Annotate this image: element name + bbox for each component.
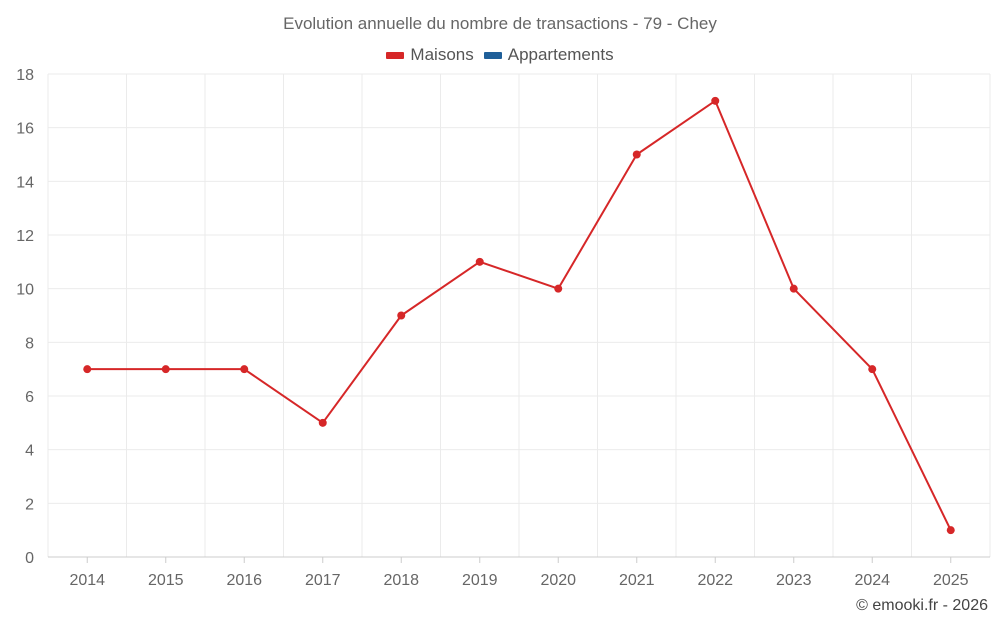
- x-tick-label: 2018: [383, 572, 419, 589]
- x-tick-label: 2014: [69, 572, 105, 589]
- legend-swatch-appartements: [483, 51, 502, 59]
- legend-swatch-maisons: [386, 51, 405, 59]
- legend-item-appartements[interactable]: Appartements: [483, 45, 614, 65]
- y-tick-label: 2: [25, 496, 34, 513]
- series-maisons: [83, 96, 955, 535]
- copyright-credit: © emooki.fr - 2026: [856, 597, 988, 614]
- chart-legend: Maisons Appartements: [0, 45, 1000, 65]
- y-tick-label: 12: [16, 228, 34, 245]
- x-tick-label: 2020: [540, 572, 576, 589]
- x-tick-label: 2019: [462, 572, 498, 589]
- legend-label-appartements: Appartements: [507, 45, 614, 64]
- y-tick-label: 0: [25, 550, 34, 567]
- chart-title: Evolution annuelle du nombre de transact…: [283, 14, 717, 33]
- data-point-maisons-2019[interactable]: [475, 257, 484, 266]
- data-point-maisons-2023[interactable]: [789, 284, 798, 293]
- data-point-maisons-2022[interactable]: [711, 96, 720, 105]
- legend-label-maisons: Maisons: [410, 45, 474, 64]
- x-tick-label: 2023: [776, 572, 812, 589]
- series-line-maisons: [87, 99, 952, 531]
- y-tick-label: 16: [16, 121, 34, 138]
- data-point-maisons-2024[interactable]: [868, 365, 877, 374]
- data-point-maisons-2021[interactable]: [632, 150, 641, 159]
- x-tick-label: 2022: [697, 572, 733, 589]
- x-tick-label: 2016: [226, 572, 262, 589]
- x-tick-label: 2017: [305, 572, 341, 589]
- data-point-maisons-2015[interactable]: [161, 365, 170, 374]
- legend-item-maisons[interactable]: Maisons: [386, 45, 474, 65]
- x-tick-label: 2015: [148, 572, 184, 589]
- grid-lines: [47, 73, 991, 557]
- data-point-maisons-2025[interactable]: [946, 526, 955, 535]
- axes: 0 2 4 6 8 10 12 14 16 18 2014 2015 2016 2017 2018 2019 2…: [16, 67, 990, 589]
- y-tick-label: 4: [25, 443, 34, 460]
- y-tick-label: 8: [25, 335, 34, 352]
- data-point-maisons-2014[interactable]: [83, 365, 92, 374]
- y-tick-label: 6: [25, 389, 34, 406]
- data-point-maisons-2018[interactable]: [397, 311, 406, 320]
- data-point-maisons-2017[interactable]: [318, 418, 327, 427]
- x-tick-label: 2024: [854, 572, 890, 589]
- data-point-maisons-2020[interactable]: [554, 284, 563, 293]
- x-tick-label: 2025: [933, 572, 969, 589]
- y-tick-label: 18: [16, 67, 34, 84]
- data-point-maisons-2016[interactable]: [240, 365, 249, 374]
- y-tick-label: 14: [16, 174, 34, 191]
- x-tick-label: 2021: [619, 572, 655, 589]
- y-tick-label: 10: [16, 282, 34, 299]
